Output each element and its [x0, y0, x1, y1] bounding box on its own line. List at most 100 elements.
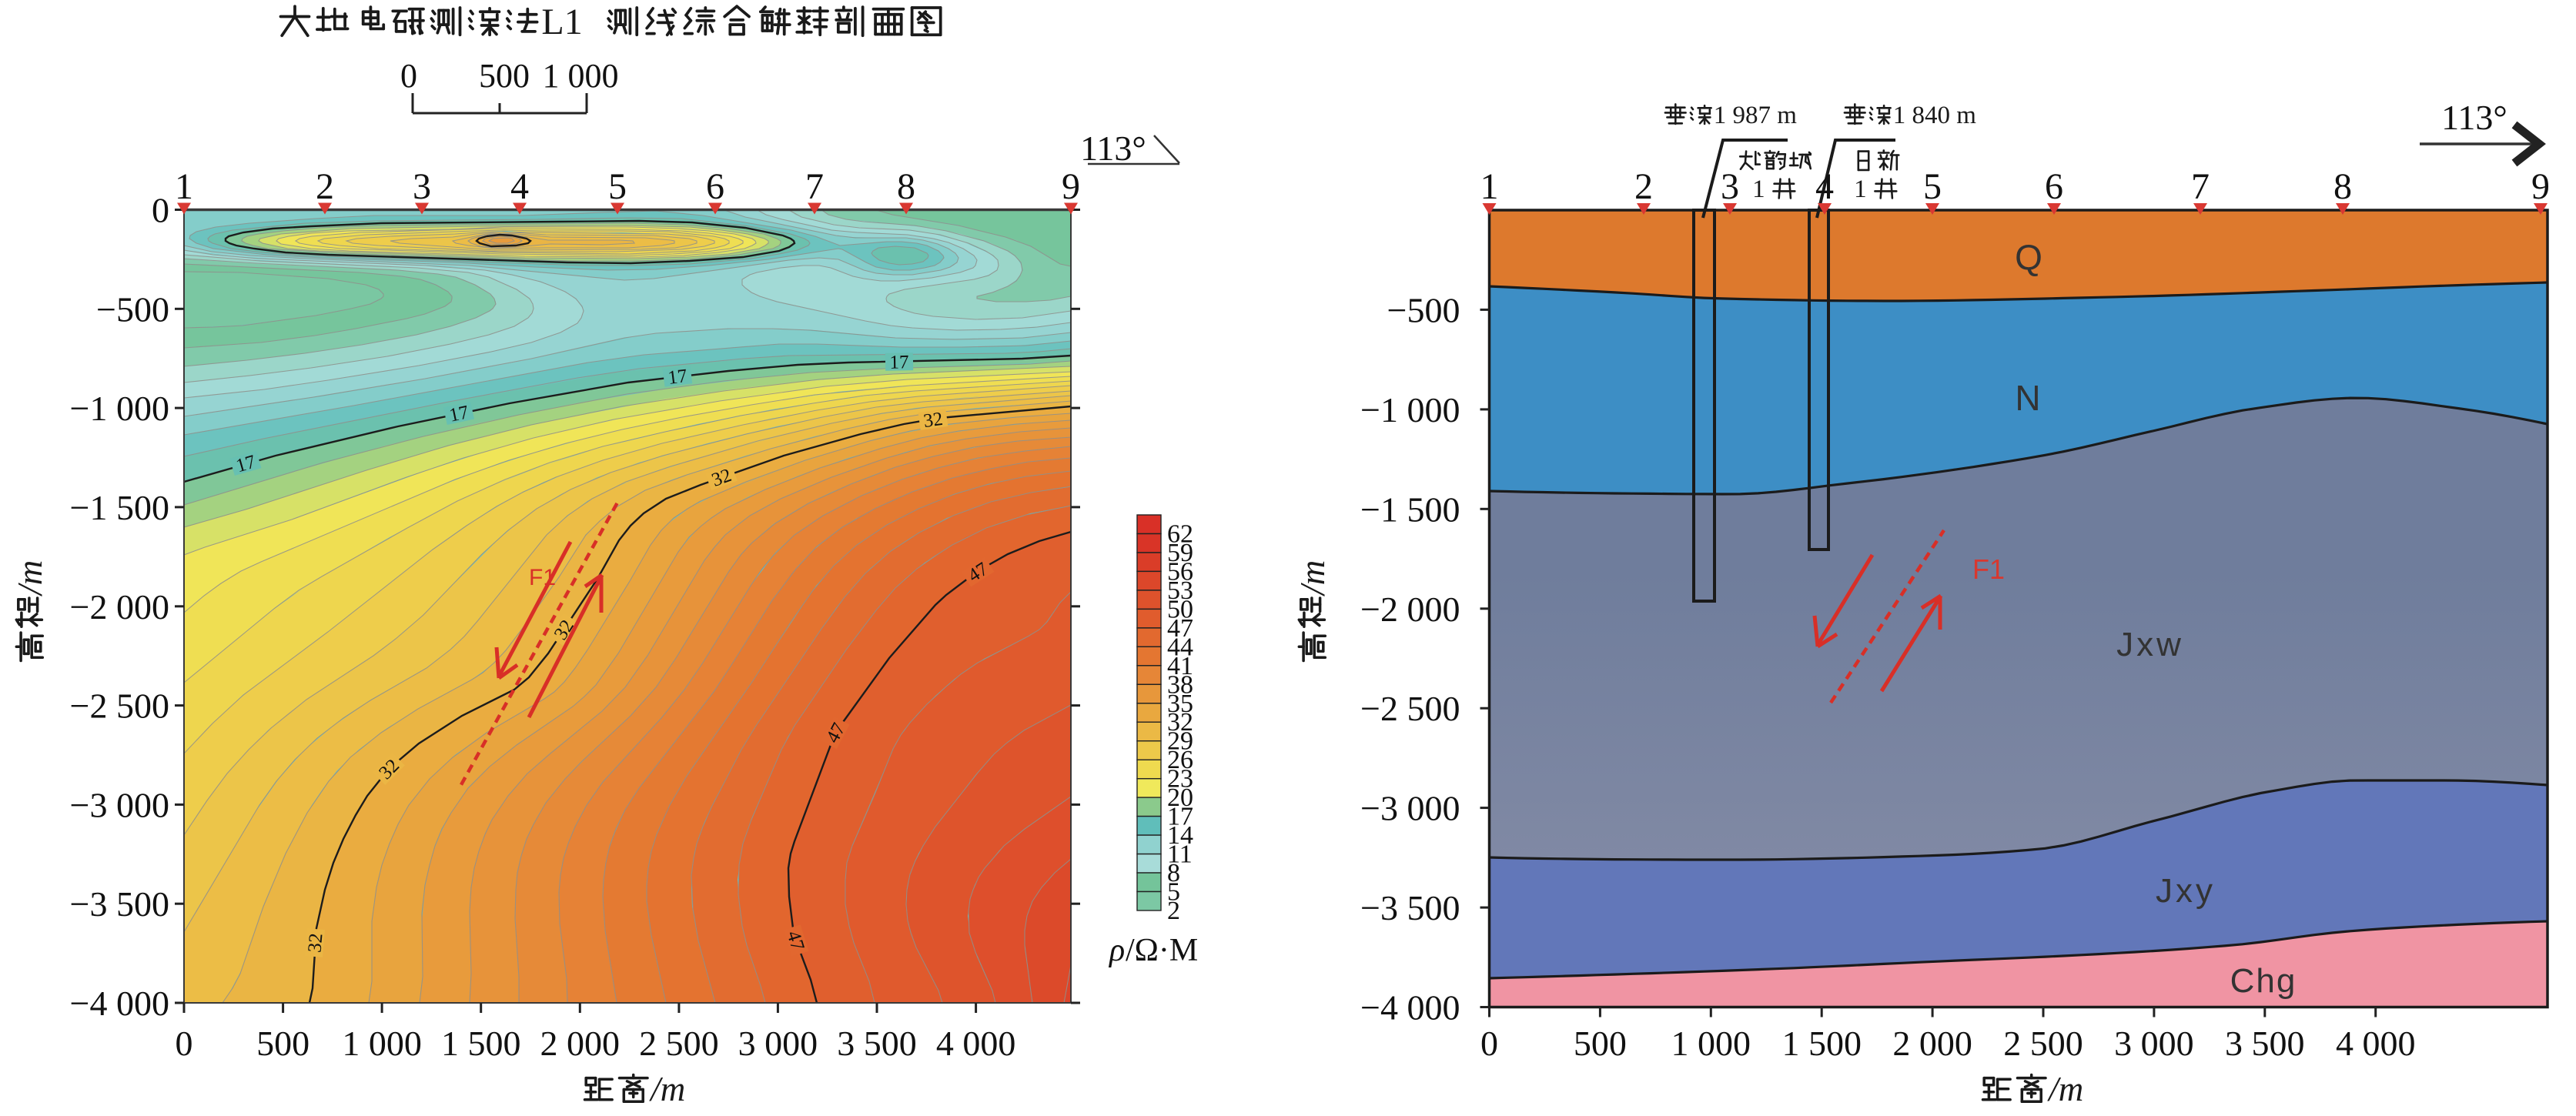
svg-text:2: 2 — [316, 166, 334, 207]
svg-text:5: 5 — [1167, 878, 1180, 907]
svg-text:2 500: 2 500 — [2003, 1024, 2083, 1063]
svg-text:59: 59 — [1167, 539, 1193, 567]
svg-text:Chg: Chg — [2230, 962, 2297, 1000]
svg-text:−4 000: −4 000 — [1360, 988, 1460, 1027]
svg-text:1: 1 — [1480, 166, 1499, 207]
svg-text:−3 500: −3 500 — [70, 884, 169, 924]
svg-text:1 840 m: 1 840 m — [1893, 102, 1977, 129]
svg-text:35: 35 — [1167, 690, 1193, 718]
svg-text:17: 17 — [889, 352, 908, 373]
svg-text:41: 41 — [1167, 652, 1193, 680]
svg-text:47: 47 — [1167, 614, 1193, 643]
svg-text:ρ: ρ — [1108, 933, 1125, 968]
svg-text:L1: L1 — [541, 2, 582, 42]
svg-text:−500: −500 — [1387, 290, 1460, 329]
svg-text:500: 500 — [479, 57, 530, 95]
svg-text:−3 000: −3 000 — [1360, 789, 1460, 828]
svg-text:6: 6 — [2045, 166, 2063, 207]
svg-text:Q: Q — [2015, 237, 2042, 277]
svg-text:1: 1 — [1854, 175, 1867, 203]
svg-text:50: 50 — [1167, 595, 1193, 623]
svg-text:2 000: 2 000 — [540, 1024, 621, 1063]
svg-text:3: 3 — [413, 166, 431, 207]
svg-text:/m: /m — [648, 1070, 685, 1108]
svg-text:0: 0 — [176, 1024, 193, 1063]
svg-text:38: 38 — [1167, 670, 1193, 699]
svg-text:11: 11 — [1167, 840, 1193, 869]
svg-text:17: 17 — [1167, 803, 1193, 831]
svg-text:1 500: 1 500 — [441, 1024, 521, 1063]
svg-text:F1: F1 — [529, 565, 556, 590]
svg-text:−1 000: −1 000 — [70, 389, 169, 428]
svg-text:9: 9 — [2531, 166, 2550, 207]
svg-text:N: N — [2015, 378, 2040, 418]
svg-text:32: 32 — [304, 932, 326, 953]
svg-text:−2 000: −2 000 — [70, 587, 169, 626]
svg-text:2: 2 — [1634, 166, 1653, 207]
svg-text:−2 500: −2 500 — [1360, 689, 1460, 728]
svg-text:4 000: 4 000 — [936, 1024, 1016, 1063]
svg-text:1 000: 1 000 — [1671, 1024, 1751, 1063]
svg-text:3 500: 3 500 — [837, 1024, 917, 1063]
svg-text:7: 7 — [805, 166, 824, 207]
svg-text:6: 6 — [706, 166, 724, 207]
svg-text:4: 4 — [510, 166, 529, 207]
svg-text:44: 44 — [1167, 633, 1193, 661]
svg-text:/m: /m — [1293, 560, 1332, 597]
svg-text:113°: 113° — [1080, 129, 1146, 168]
svg-text:−3 500: −3 500 — [1360, 888, 1460, 927]
svg-text:1: 1 — [1752, 175, 1765, 203]
svg-text:32: 32 — [1167, 708, 1193, 737]
svg-text:Jxw: Jxw — [2116, 626, 2184, 663]
svg-text:/Ω·M: /Ω·M — [1126, 933, 1198, 968]
svg-text:4 000: 4 000 — [2336, 1024, 2416, 1063]
svg-text:1 500: 1 500 — [1781, 1024, 1862, 1063]
svg-text:−1 000: −1 000 — [1360, 390, 1460, 429]
svg-text:23: 23 — [1167, 765, 1193, 794]
svg-text:9: 9 — [1062, 166, 1080, 207]
svg-text:0: 0 — [400, 57, 417, 95]
svg-text:8: 8 — [897, 166, 915, 207]
svg-text:29: 29 — [1167, 727, 1193, 756]
svg-text:14: 14 — [1167, 821, 1193, 850]
svg-text:/m: /m — [2046, 1070, 2083, 1108]
svg-text:3 000: 3 000 — [738, 1024, 818, 1063]
svg-text:2 000: 2 000 — [1892, 1024, 1972, 1063]
svg-text:8: 8 — [2333, 166, 2352, 207]
svg-text:62: 62 — [1167, 520, 1193, 549]
svg-text:1 000: 1 000 — [342, 1024, 422, 1063]
svg-text:−3 000: −3 000 — [70, 785, 169, 824]
svg-text:4: 4 — [1815, 166, 1834, 207]
svg-text:5: 5 — [608, 166, 627, 207]
svg-text:−2 500: −2 500 — [70, 687, 169, 726]
svg-text:−500: −500 — [96, 289, 169, 329]
svg-text:Jxy: Jxy — [2156, 872, 2216, 910]
svg-text:1 000: 1 000 — [543, 57, 619, 95]
svg-text:−1 500: −1 500 — [70, 488, 169, 527]
svg-text:2: 2 — [1167, 897, 1180, 925]
svg-text:3 000: 3 000 — [2114, 1024, 2194, 1063]
svg-text:1: 1 — [175, 166, 193, 207]
svg-text:−1 500: −1 500 — [1360, 490, 1460, 529]
svg-text:26: 26 — [1167, 746, 1193, 774]
svg-text:500: 500 — [1574, 1024, 1627, 1063]
svg-text:32: 32 — [922, 409, 945, 432]
svg-text:−4 000: −4 000 — [70, 984, 169, 1023]
svg-text:7: 7 — [2191, 166, 2210, 207]
svg-text:500: 500 — [256, 1024, 309, 1063]
svg-text:/m: /m — [11, 560, 49, 597]
svg-text:F1: F1 — [1972, 553, 2005, 585]
svg-text:0: 0 — [152, 191, 169, 230]
svg-text:17: 17 — [667, 366, 688, 389]
svg-text:56: 56 — [1167, 557, 1193, 586]
svg-text:1 987 m: 1 987 m — [1714, 102, 1798, 129]
svg-text:113°: 113° — [2441, 98, 2507, 137]
svg-text:17: 17 — [447, 402, 470, 426]
svg-text:53: 53 — [1167, 576, 1193, 605]
svg-text:2 500: 2 500 — [639, 1024, 719, 1063]
svg-text:0: 0 — [1480, 1024, 1498, 1063]
svg-text:5: 5 — [1923, 166, 1942, 207]
svg-text:−2 000: −2 000 — [1360, 590, 1460, 629]
svg-text:3 500: 3 500 — [2225, 1024, 2305, 1063]
svg-text:20: 20 — [1167, 784, 1193, 812]
